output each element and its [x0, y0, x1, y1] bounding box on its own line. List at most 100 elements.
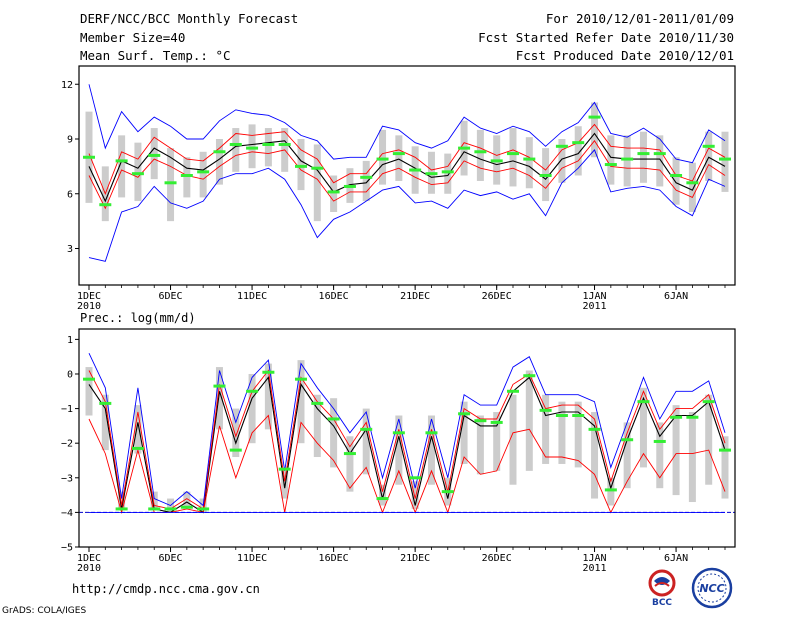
spread-box: [248, 124, 256, 169]
spread-box: [672, 157, 680, 205]
spread-box: [558, 139, 566, 183]
x-tick-year: 2011: [582, 563, 606, 574]
spread-box: [183, 157, 191, 198]
spread-box: [379, 484, 387, 506]
x-tick-label: 26DEC: [482, 291, 512, 302]
spread-box: [264, 128, 272, 167]
spread-box: [379, 129, 387, 185]
series-upper-sigma: [88, 369, 726, 510]
series-upper-envelope: [88, 353, 726, 507]
spread-box: [346, 436, 354, 492]
produced-date-label: Fcst Produced Date 2010/12/01: [515, 48, 734, 63]
spread-box: [167, 148, 175, 222]
spread-box: [362, 408, 370, 475]
spread-box: [639, 131, 647, 183]
forecast-period-label: For 2010/12/01-2011/01/09: [545, 11, 734, 26]
x-tick-label: 16DEC: [319, 291, 349, 302]
spread-box: [264, 363, 272, 430]
spread-box: [705, 394, 713, 485]
spread-box: [688, 162, 696, 212]
grads-credit: GrADS: COLA/IGES: [2, 606, 87, 616]
x-tick-label: 6JAN: [664, 553, 688, 564]
spread-box: [672, 405, 680, 496]
spread-box: [509, 128, 517, 187]
spread-box: [476, 129, 484, 181]
spread-box: [183, 491, 191, 509]
spread-box: [330, 175, 338, 212]
y-tick-label: 1: [67, 335, 73, 346]
x-tick-label: 6JAN: [664, 291, 688, 302]
spread-box: [639, 387, 647, 468]
y-tick-label: 3: [67, 244, 73, 255]
spread-box: [118, 491, 126, 509]
spread-box: [525, 370, 533, 471]
x-tick-label: 6DEC: [158, 553, 182, 564]
spread-box: [542, 394, 550, 464]
spread-box: [476, 415, 484, 475]
spread-box: [150, 491, 158, 509]
spread-box: [248, 373, 256, 444]
x-tick-year: 2010: [77, 563, 101, 574]
spread-box: [607, 477, 615, 506]
x-tick-label: 1DEC: [77, 291, 101, 302]
spread-box: [525, 137, 533, 189]
x-tick-label: 21DEC: [400, 291, 430, 302]
x-tick-label: 1JAN: [582, 553, 606, 564]
plot-frame: [78, 328, 736, 548]
x-tick-label: 16DEC: [319, 553, 349, 564]
series-ensemble-mean: [88, 132, 726, 203]
source-url: http://cmdp.ncc.cma.gov.cn: [72, 582, 260, 596]
spread-box: [101, 394, 109, 451]
spread-box: [297, 139, 305, 191]
spread-box: [460, 401, 468, 464]
y-tick-label: −4: [61, 508, 73, 519]
spread-box: [607, 135, 615, 185]
panel-title: Prec.: log(mm/d): [80, 311, 196, 325]
plot-frame: [78, 65, 736, 286]
x-tick-label: 1JAN: [582, 291, 606, 302]
spread-box: [330, 398, 338, 468]
y-tick-label: 9: [67, 135, 73, 146]
ncc-logo: NCC: [690, 566, 734, 610]
y-tick-label: −1: [61, 404, 73, 415]
spread-box: [656, 135, 664, 187]
y-tick-label: 6: [67, 189, 73, 200]
y-tick-label: −2: [61, 439, 73, 450]
spread-box: [705, 131, 713, 181]
spread-box: [591, 102, 599, 158]
spread-box: [395, 415, 403, 485]
spread-box: [85, 367, 93, 416]
spread-box: [215, 139, 223, 185]
spread-box: [118, 135, 126, 198]
x-tick-label: 11DEC: [237, 553, 267, 564]
spread-box: [150, 128, 158, 180]
spread-box: [574, 401, 582, 468]
spread-box: [623, 422, 631, 489]
series-upper-envelope: [88, 84, 726, 164]
spread-box: [297, 360, 305, 444]
x-tick-year: 2010: [77, 301, 101, 312]
spread-box: [313, 394, 321, 458]
y-tick-label: 0: [67, 369, 73, 380]
spread-box: [134, 405, 142, 454]
spread-box: [623, 135, 631, 187]
spread-box: [558, 401, 566, 464]
y-tick-label: 12: [61, 80, 73, 91]
spread-box: [395, 135, 403, 181]
svg-text:BCC: BCC: [652, 598, 672, 608]
spread-box: [215, 367, 223, 430]
x-tick-label: 11DEC: [237, 291, 267, 302]
y-tick-label: −3: [61, 473, 73, 484]
x-tick-label: 21DEC: [400, 553, 430, 564]
series-ensemble-mean: [88, 376, 726, 514]
spread-box: [721, 131, 729, 172]
spread-box: [493, 412, 501, 471]
x-tick-year: 2011: [582, 301, 606, 312]
x-tick-label: 26DEC: [482, 553, 512, 564]
variable-label: Mean Surf. Temp.: °C: [80, 48, 231, 63]
x-tick-label: 6DEC: [158, 291, 182, 302]
spread-box: [688, 412, 696, 503]
